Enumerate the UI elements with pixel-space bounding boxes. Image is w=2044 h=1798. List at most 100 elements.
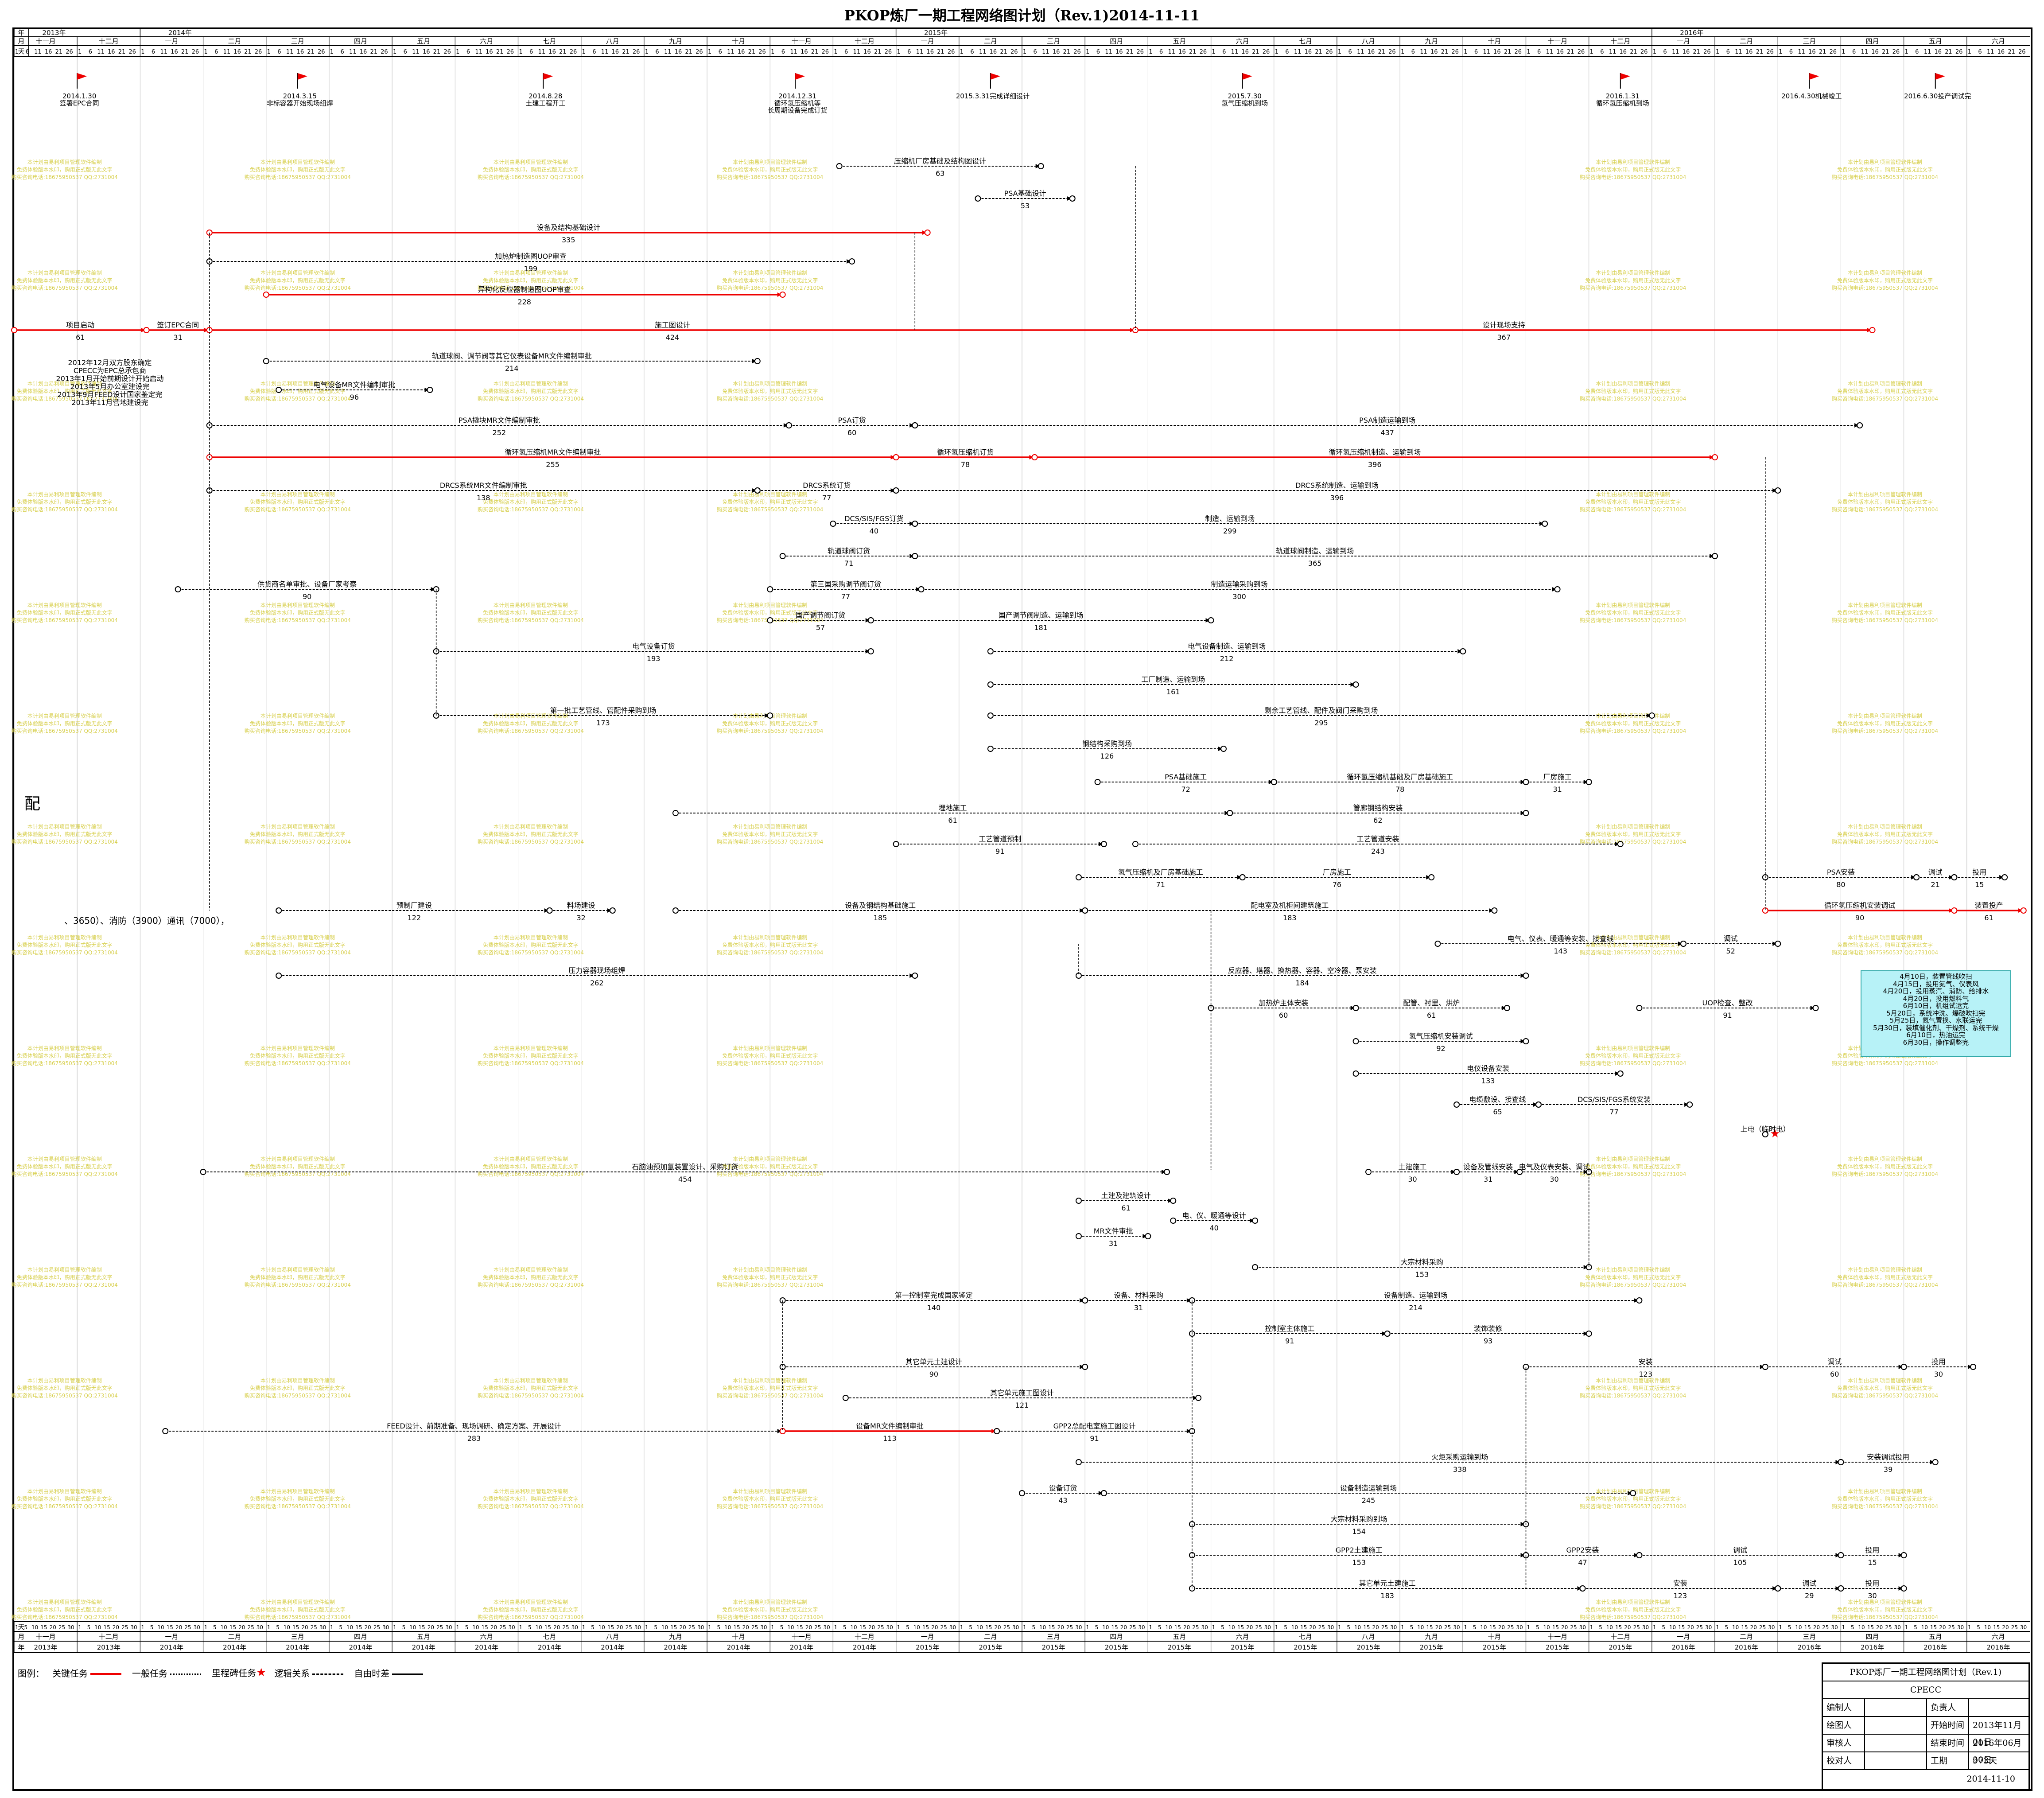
node-circle: [1680, 941, 1686, 947]
header-month: 一月: [165, 37, 178, 45]
milestone-flag-icon: [795, 73, 805, 80]
bottom-day: 25: [1255, 1624, 1262, 1631]
header-day: 11: [727, 49, 734, 55]
activity-duration: 90: [1855, 914, 1864, 922]
bottom-day: 20: [1813, 1624, 1820, 1631]
activity-label: 压缩机厂房基础及结构图设计: [894, 157, 986, 165]
node-circle: [1460, 648, 1466, 654]
header-day: 26: [1010, 49, 1018, 55]
header-day: 16: [1683, 49, 1690, 55]
milestone-text: 2016.4.30机械竣工: [1781, 92, 1842, 100]
header-day: 6: [970, 49, 974, 55]
bottom-day: 25: [1696, 1624, 1703, 1631]
bottom-year: 2015年: [916, 1643, 939, 1651]
activity-label: PSA基础施工: [1165, 773, 1207, 781]
bottom-year: 2016年: [1671, 1643, 1695, 1651]
bottom-day: 30: [445, 1624, 452, 1631]
activity-label: PSA制造运输到场: [1359, 416, 1415, 424]
activity-duration: 252: [493, 428, 506, 437]
watermark-text: 本计划由易利项目管理软件编制: [733, 159, 807, 165]
watermark-text: 本计划由易利项目管理软件编制: [27, 1488, 102, 1494]
activity-duration: 15: [1868, 1558, 1877, 1567]
header-day: 26: [1955, 49, 1963, 55]
bottom-day: 15: [1552, 1624, 1559, 1631]
activity-duration: 60: [847, 428, 856, 437]
node-circle: [1857, 422, 1863, 428]
activity-duration: 199: [524, 265, 538, 273]
watermark-text: 本计划由易利项目管理软件编制: [1596, 269, 1670, 276]
bottom-day: 1: [1023, 1624, 1026, 1631]
activity-label: 签订EPC合同: [157, 321, 199, 329]
watermark-text: 免费体验版本水印，购用正式版无此文字: [17, 609, 113, 616]
bottom-month: 十二月: [855, 1633, 874, 1641]
watermark-text: 本计划由易利项目管理软件编制: [1596, 823, 1670, 830]
node-circle: [912, 553, 918, 559]
activity-duration: 437: [1380, 428, 1394, 437]
header-day: 26: [1136, 49, 1144, 55]
bottom-day: 1: [582, 1624, 586, 1631]
header-day: 21: [496, 49, 504, 55]
activity-label: 其它单元土建施工: [1359, 1579, 1416, 1588]
activity-duration: 243: [1371, 847, 1385, 856]
bottom-day: 25: [2011, 1624, 2018, 1631]
header-day: 6: [1726, 49, 1730, 55]
activity-duration: 31: [174, 333, 183, 342]
watermark-text: 本计划由易利项目管理软件编制: [260, 1045, 335, 1051]
header-day: 11: [349, 49, 357, 55]
bottom-day: 10: [1102, 1624, 1109, 1631]
node-circle: [1554, 586, 1561, 592]
bottom-day: 25: [1066, 1624, 1073, 1631]
bottom-day: 5: [1410, 1624, 1414, 1631]
bottom-day: 5: [1347, 1624, 1350, 1631]
watermark-text: 购买咨询电话:18675950537 QQ:2731004: [1580, 1171, 1686, 1177]
bottom-day: 15: [1111, 1624, 1118, 1631]
header-day: 11: [601, 49, 609, 55]
watermark-text: 本计划由易利项目管理软件编制: [260, 602, 335, 608]
node-circle: [1082, 1297, 1088, 1304]
header-day: 21: [685, 49, 692, 55]
bottom-day: 25: [1129, 1624, 1136, 1631]
bottom-day: 30: [634, 1624, 641, 1631]
header-day: 21: [874, 49, 882, 55]
bottom-month: 十二月: [99, 1633, 119, 1641]
node-circle: [2001, 874, 2008, 880]
bottom-year: 2015年: [1168, 1643, 1191, 1651]
header-month: 二月: [228, 37, 241, 45]
activity-duration: 65: [1493, 1108, 1502, 1116]
watermark-text: 免费体验版本水印，购用正式版无此文字: [17, 1163, 113, 1170]
activity-label: 工艺管道安装: [1356, 835, 1399, 843]
activity-duration: 173: [596, 719, 610, 727]
watermark-text: 免费体验版本水印，购用正式版无此文字: [1837, 1495, 1933, 1502]
watermark-text: 购买咨询电话:18675950537 QQ:2731004: [478, 1060, 584, 1066]
header-month: 八月: [606, 37, 619, 45]
node-circle: [1082, 1364, 1088, 1370]
watermark-text: 免费体验版本水印，购用正式版无此文字: [17, 720, 113, 727]
bottom-day: 15: [1741, 1624, 1748, 1631]
watermark-text: 免费体验版本水印，购用正式版无此文字: [722, 388, 818, 394]
activity-duration: 193: [647, 654, 661, 663]
node-circle: [754, 487, 761, 494]
bottom-year: 2016年: [1798, 1643, 1821, 1651]
watermark-text: 本计划由易利项目管理软件编制: [27, 380, 102, 387]
activity-label: 循环氢压缩机订货: [937, 448, 994, 456]
node-circle: [1132, 841, 1139, 847]
bottom-month: 二月: [1740, 1633, 1753, 1641]
bottom-month: 三月: [1803, 1633, 1816, 1641]
watermark-text: 免费体验版本水印，购用正式版无此文字: [1585, 1606, 1681, 1613]
milestone-flag-icon: [1935, 73, 1945, 80]
watermark-text: 免费体验版本水印，购用正式版无此文字: [483, 388, 579, 394]
header-day: 11: [1861, 49, 1869, 55]
watermark-text: 购买咨询电话:18675950537 QQ:2731004: [478, 1614, 584, 1620]
watermark-text: 本计划由易利项目管理软件编制: [260, 1488, 335, 1494]
bottom-month: 六月: [480, 1633, 493, 1641]
bottom-day: 30: [1957, 1624, 1964, 1631]
header-day: 11: [1420, 49, 1427, 55]
watermark-text: 免费体验版本水印，购用正式版无此文字: [250, 942, 346, 948]
activity-label: 埋地施工: [939, 804, 967, 812]
header-day: 16: [360, 49, 367, 55]
header-day: 1: [897, 49, 900, 55]
activity-duration: 72: [1181, 785, 1190, 794]
watermark-text: 免费体验版本水印，购用正式版无此文字: [1585, 720, 1681, 727]
header-day: 16: [1241, 49, 1249, 55]
watermark-text: 本计划由易利项目管理软件编制: [494, 602, 568, 608]
